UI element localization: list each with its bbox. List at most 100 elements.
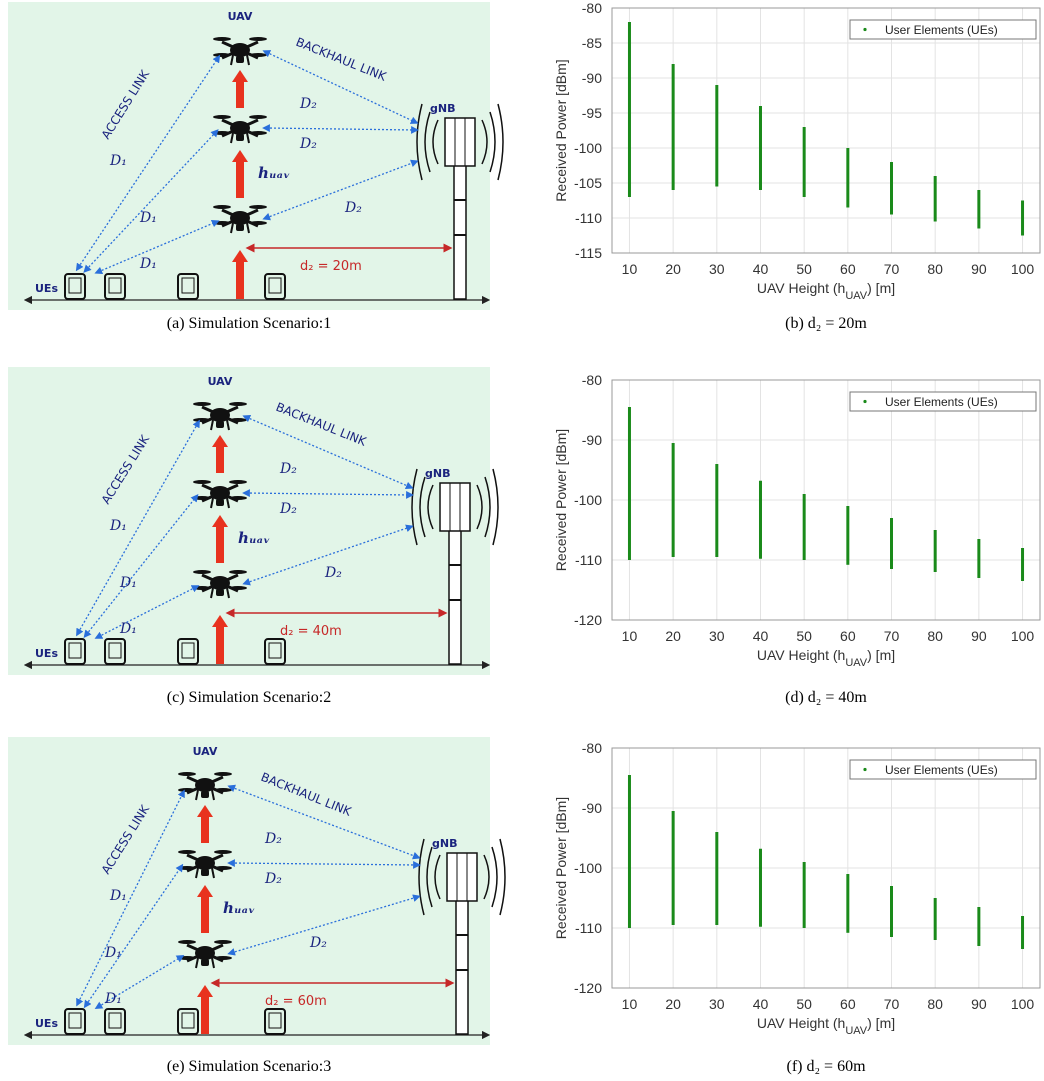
rotor: [249, 53, 267, 57]
d2-label: D₂: [279, 461, 297, 477]
x-axis-label: UAV Height (hUAV) [m]: [757, 1015, 895, 1037]
d1-label: D₁: [139, 256, 157, 272]
x-tick-label: 50: [796, 261, 812, 277]
drone-camera: [216, 499, 224, 506]
drone-camera: [201, 791, 209, 798]
x-axis-label-part: ) [m]: [867, 647, 895, 663]
rotor: [193, 570, 211, 574]
legend-marker: [863, 28, 866, 31]
rotor: [213, 53, 231, 57]
rotor: [214, 940, 232, 944]
y-axis-label: Received Power [dBm]: [553, 59, 569, 201]
y-tick-label: -90: [582, 432, 602, 448]
chart: -120-110-100-90-80102030405060708090100R…: [553, 740, 1040, 1037]
rotor: [214, 788, 232, 792]
rotor: [193, 402, 211, 406]
height-label: hᵤₐᵥ: [223, 899, 255, 917]
rotor: [214, 850, 232, 854]
uav-label: UAV: [193, 745, 218, 758]
rotor: [213, 37, 231, 41]
x-tick-label: 80: [927, 628, 943, 644]
x-tick-label: 70: [884, 996, 900, 1012]
y-tick-label: -95: [582, 105, 602, 121]
caption: (a) Simulation Scenario:1: [167, 315, 331, 332]
x-tick-label: 100: [1011, 628, 1035, 644]
y-tick-label: -90: [582, 800, 602, 816]
x-tick-label: 90: [971, 261, 987, 277]
drone-camera: [201, 959, 209, 966]
x-axis-label-part: ) [m]: [867, 1015, 895, 1031]
signal-wave: [493, 469, 498, 545]
y-tick-label: -105: [574, 175, 602, 191]
chart: -115-110-105-100-95-90-85-80102030405060…: [553, 0, 1040, 302]
y-tick-label: -100: [574, 140, 602, 156]
x-axis-label-part: UAV: [845, 1025, 867, 1037]
x-axis-label-part: UAV Height (h: [757, 280, 845, 296]
y-tick-label: -110: [575, 210, 602, 226]
x-axis-label-part: ) [m]: [867, 280, 895, 296]
drone-camera: [236, 224, 244, 231]
rotor: [229, 480, 247, 484]
distance-label: d₂ = 20m: [300, 259, 362, 274]
d2-label: D₂: [344, 200, 362, 216]
y-tick-label: -80: [582, 0, 602, 16]
signal-wave: [492, 847, 497, 907]
gnb-label: gNB: [430, 102, 455, 115]
d1-label: D₁: [104, 991, 122, 1007]
x-tick-label: 70: [884, 628, 900, 644]
rotor: [193, 418, 211, 422]
caption: (c) Simulation Scenario:2: [167, 689, 331, 706]
distance-label: d₂ = 60m: [265, 994, 327, 1009]
x-tick-label: 60: [840, 261, 856, 277]
signal-wave: [500, 839, 505, 915]
x-tick-label: 80: [927, 996, 943, 1012]
x-tick-label: 30: [709, 996, 725, 1012]
drone-camera: [216, 589, 224, 596]
drone-body: [210, 408, 230, 422]
d1-label: D₁: [119, 621, 137, 637]
scenario-diagram: UAVBACKHAUL LINKACCESS LINKgNBUEsD₂D₂D₂D…: [8, 367, 498, 675]
x-tick-label: 20: [665, 628, 681, 644]
height-arrow: [201, 895, 209, 933]
x-axis-label: UAV Height (hUAV) [m]: [757, 647, 895, 669]
x-axis-label-part: UAV: [845, 290, 867, 302]
drone-camera: [236, 56, 244, 63]
x-tick-label: 50: [796, 628, 812, 644]
legend-label: User Elements (UEs): [885, 763, 998, 777]
x-tick-label: 60: [840, 996, 856, 1012]
d2-label: D₂: [279, 501, 297, 517]
y-tick-label: -115: [575, 245, 602, 261]
rotor: [229, 418, 247, 422]
x-tick-label: 40: [753, 628, 769, 644]
x-tick-label: 20: [665, 996, 681, 1012]
x-tick-label: 100: [1011, 996, 1035, 1012]
drone-body: [230, 211, 250, 225]
rotor: [213, 115, 231, 119]
x-tick-label: 80: [927, 261, 943, 277]
y-tick-label: -120: [574, 612, 602, 628]
antenna: [447, 853, 477, 901]
x-tick-label: 10: [622, 628, 638, 644]
d1-label: D₁: [139, 210, 157, 226]
x-tick-label: 20: [665, 261, 681, 277]
caption: (e) Simulation Scenario:3: [167, 1058, 331, 1075]
x-axis-label-part: UAV Height (h: [757, 1015, 845, 1031]
rotor: [193, 480, 211, 484]
rotor: [213, 205, 231, 209]
ues-label: UEs: [35, 282, 58, 295]
x-tick-label: 30: [709, 261, 725, 277]
drone-body: [230, 43, 250, 57]
x-tick-label: 40: [753, 996, 769, 1012]
rotor: [229, 570, 247, 574]
x-axis-label: UAV Height (hUAV) [m]: [757, 280, 895, 302]
distance-label: d₂ = 40m: [280, 624, 342, 639]
rotor: [214, 956, 232, 960]
rotor: [178, 940, 196, 944]
rotor: [214, 772, 232, 776]
rotor: [249, 205, 267, 209]
height-arrow: [201, 815, 209, 843]
x-axis-label-part: UAV Height (h: [757, 647, 845, 663]
caption: (f) d₂ = 60m: [786, 1058, 866, 1075]
tower-pole: [454, 165, 466, 299]
